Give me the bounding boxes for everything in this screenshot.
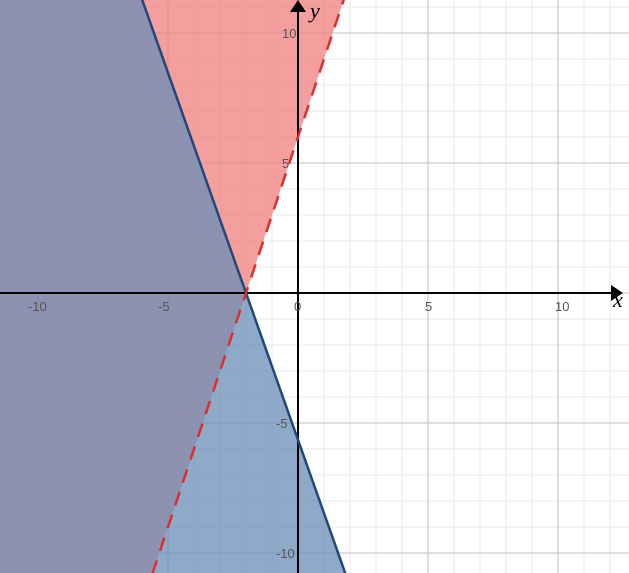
x-tick-label: -5 (158, 299, 170, 314)
x-tick-label: -10 (28, 299, 47, 314)
y-tick-label: 5 (282, 156, 289, 171)
y-tick-label: -5 (276, 416, 288, 431)
y-axis-label: y (310, 0, 320, 24)
x-tick-label: 10 (555, 299, 569, 314)
y-tick-label: 10 (282, 26, 296, 41)
chart-canvas (0, 0, 629, 573)
inequality-chart: x y -10 -5 0 5 10 10 5 -5 -10 (0, 0, 629, 573)
x-tick-label: 0 (294, 299, 301, 314)
y-tick-label: -10 (276, 546, 295, 561)
x-tick-label: 5 (425, 299, 432, 314)
x-axis-label: x (613, 287, 623, 313)
